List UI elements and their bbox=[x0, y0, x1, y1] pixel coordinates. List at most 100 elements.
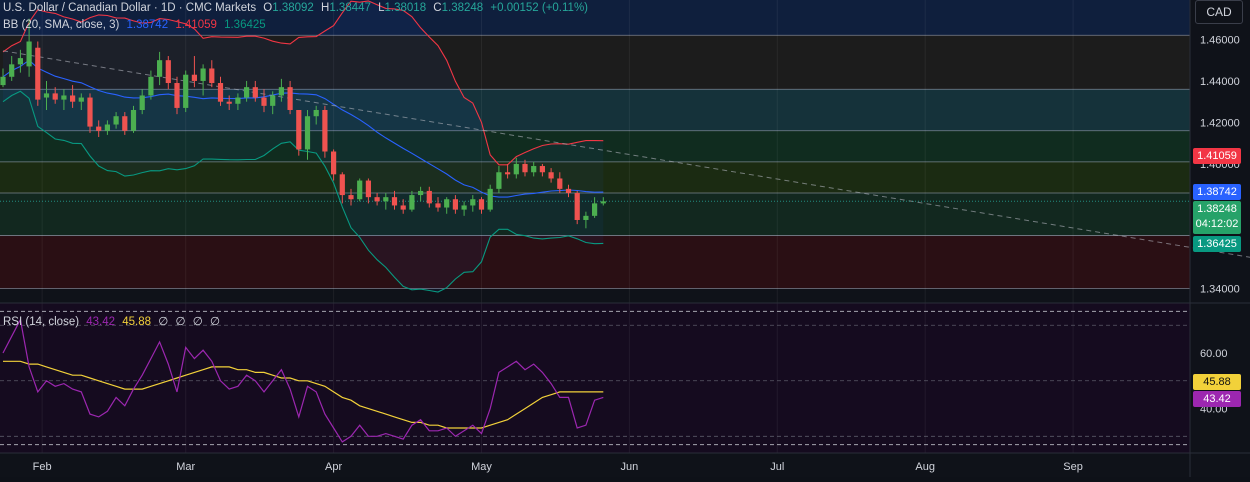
candle-body bbox=[409, 195, 415, 210]
candle-body bbox=[374, 197, 380, 202]
candle-body bbox=[444, 199, 450, 208]
candle-body bbox=[130, 109, 137, 131]
price-tick-label: 1.34000 bbox=[1200, 283, 1240, 295]
level-zone bbox=[0, 0, 1190, 36]
rsi-extra-4: ∅ bbox=[209, 316, 220, 328]
candle-body bbox=[470, 199, 476, 206]
candle-body bbox=[565, 188, 572, 194]
candle-body bbox=[557, 178, 563, 189]
ohlc-close: C1.38248 bbox=[433, 2, 484, 14]
rsi-legend[interactable]: RSI (14, close) 43.42 45.88 ∅ ∅ ∅ ∅ bbox=[3, 314, 224, 328]
ohlc-low: L1.38018 bbox=[378, 2, 427, 14]
price-tick-label: 1.42000 bbox=[1200, 117, 1240, 129]
bb-upper-line bbox=[2, 0, 604, 166]
price-tick-label: 1.46000 bbox=[1200, 34, 1240, 46]
candle-body bbox=[139, 95, 145, 110]
bb-basis-value: 1.38742 bbox=[126, 19, 169, 31]
candle-body bbox=[313, 109, 319, 117]
candle-body bbox=[400, 205, 406, 210]
candle-body bbox=[418, 190, 424, 196]
bb-basis-line bbox=[2, 59, 604, 198]
rsi-extra-1: ∅ bbox=[158, 316, 169, 328]
last-price-badge: 1.38248 04:12:02 bbox=[1193, 201, 1241, 234]
time-tick-label: Mar bbox=[176, 461, 195, 473]
rsi-ma-badge: 45.88 bbox=[1193, 374, 1241, 390]
time-tick-label: Sep bbox=[1063, 461, 1083, 473]
candle-body bbox=[43, 93, 50, 98]
candle-body bbox=[461, 205, 467, 210]
candle-body bbox=[548, 172, 554, 179]
level-zone bbox=[0, 130, 1190, 162]
candle-body bbox=[348, 195, 354, 200]
candle-body bbox=[270, 95, 276, 106]
candle-body bbox=[96, 126, 102, 131]
rsi-value: 43.42 bbox=[86, 316, 116, 328]
bb-upper-value: 1.41059 bbox=[175, 19, 217, 31]
bb-lower-badge: 1.36425 bbox=[1193, 236, 1241, 252]
time-tick-label: Apr bbox=[325, 461, 342, 473]
candle-body bbox=[339, 174, 345, 196]
level-zone bbox=[0, 161, 1190, 194]
candle-body bbox=[365, 180, 371, 198]
candle-body bbox=[583, 215, 589, 220]
candle-body bbox=[252, 87, 258, 98]
candle-body bbox=[296, 109, 302, 150]
candle-body bbox=[505, 172, 511, 175]
price-change: +0.00152 (+0.11%) bbox=[490, 2, 589, 14]
candle-body bbox=[304, 116, 311, 150]
candle-body bbox=[426, 190, 432, 204]
rsi-ma-line bbox=[3, 360, 604, 429]
candle-body bbox=[383, 197, 389, 202]
bar-countdown: 04:12:02 bbox=[1195, 218, 1239, 230]
candle-body bbox=[487, 188, 493, 210]
rsi-ma-value: 45.88 bbox=[122, 316, 152, 328]
level-zone bbox=[0, 235, 1190, 289]
candle-body bbox=[200, 68, 206, 81]
time-tick-label: Aug bbox=[915, 461, 935, 473]
candle-body bbox=[452, 199, 458, 210]
candle-body bbox=[183, 74, 189, 108]
rsi-pane-background bbox=[0, 303, 1190, 453]
rsi-line bbox=[2, 317, 604, 443]
candle-body bbox=[17, 58, 23, 65]
candle-body bbox=[174, 83, 180, 108]
time-tick-label: May bbox=[471, 461, 492, 473]
symbol-title: U.S. Dollar / Canadian Dollar · 1D · CMC… bbox=[3, 2, 257, 14]
candle-body bbox=[244, 87, 250, 98]
bb-basis-badge: 1.38742 bbox=[1193, 184, 1241, 200]
candle-body bbox=[78, 97, 84, 102]
level-zone bbox=[0, 35, 1190, 90]
candle-body bbox=[122, 116, 128, 131]
candle-body bbox=[435, 203, 441, 208]
bb-legend[interactable]: BB (20, SMA, close, 3) 1.38742 1.41059 1… bbox=[3, 19, 270, 31]
price-tick-label: 1.44000 bbox=[1200, 76, 1240, 88]
bb-band-fill bbox=[3, 0, 604, 293]
candle-body bbox=[26, 41, 32, 67]
candle-body bbox=[52, 93, 58, 100]
candle-body bbox=[148, 76, 154, 96]
candle-body bbox=[574, 193, 580, 220]
candle-body bbox=[157, 60, 163, 77]
candle-body bbox=[478, 199, 485, 210]
rsi-tick-label: 60.00 bbox=[1200, 348, 1228, 360]
candle-body bbox=[331, 151, 337, 175]
ohlc-open: O1.38092 bbox=[263, 2, 314, 14]
candle-body bbox=[513, 163, 519, 175]
candle-body bbox=[287, 87, 293, 110]
candle-body bbox=[226, 101, 232, 104]
rsi-name: RSI (14, close) bbox=[3, 316, 80, 328]
candle-body bbox=[217, 83, 224, 102]
rsi-extra-3: ∅ bbox=[192, 316, 203, 328]
candle-body bbox=[522, 163, 528, 173]
symbol-legend: U.S. Dollar / Canadian Dollar · 1D · CMC… bbox=[3, 2, 592, 14]
candle-body bbox=[322, 109, 328, 152]
candle-body bbox=[539, 166, 545, 173]
candle-body bbox=[391, 197, 398, 206]
bb-lower-line bbox=[2, 90, 604, 293]
candle-body bbox=[209, 68, 215, 84]
candle-body bbox=[261, 97, 267, 106]
currency-label[interactable]: CAD bbox=[1195, 0, 1243, 24]
candle-body bbox=[61, 95, 67, 100]
